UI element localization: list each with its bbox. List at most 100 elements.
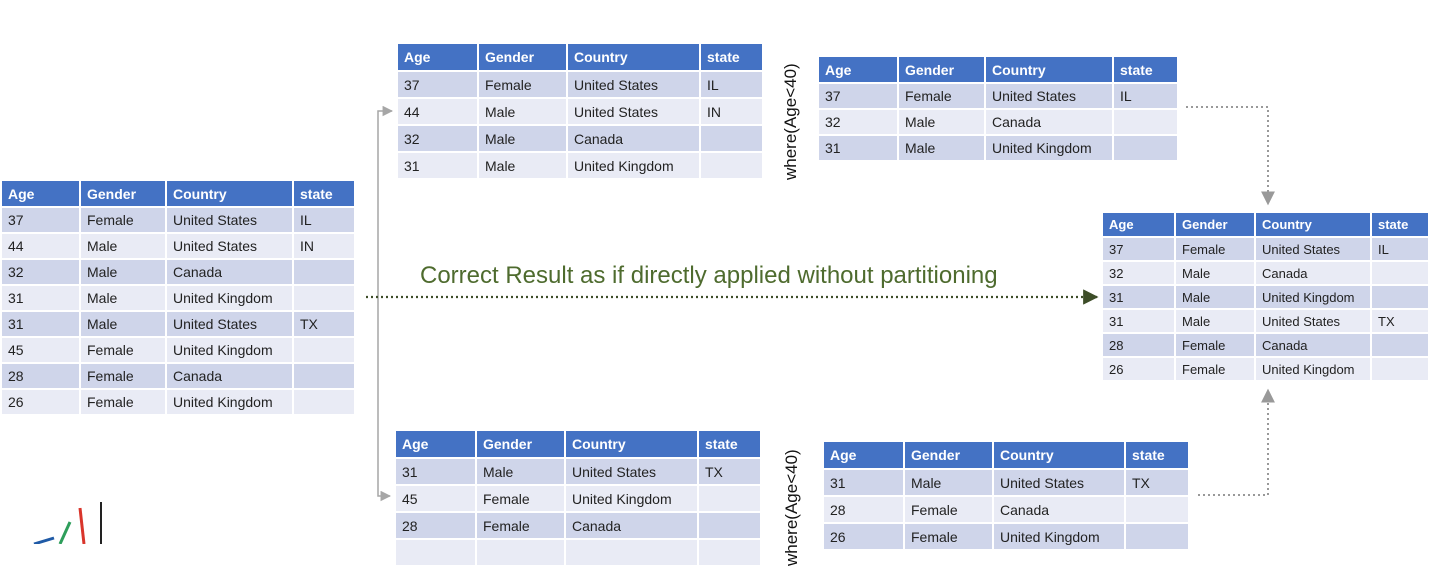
cell-state: [698, 539, 762, 567]
column-header-state: state: [1371, 213, 1430, 238]
cell-gender: [476, 539, 566, 567]
cell-state: [293, 285, 356, 312]
filtered-table-bottom: Age Gender Country state 31 Male United …: [824, 442, 1190, 551]
cell-age: 28: [1103, 333, 1176, 358]
cell-age: 26: [1103, 357, 1176, 382]
cell-age: 31: [396, 458, 477, 486]
cell-state: [700, 152, 764, 180]
cell-gender: Female: [80, 337, 167, 364]
cell-country: United Kingdom: [565, 485, 699, 513]
cell-country: United States: [166, 207, 294, 234]
table-row: 28 Female Canada: [2, 363, 356, 390]
cell-gender: Male: [1175, 309, 1256, 334]
table-row: 31 Male United States TX: [1103, 309, 1430, 334]
column-header-state: state: [698, 431, 762, 459]
table-row: 37 Female United States IL: [2, 207, 356, 234]
merge-connector-bottom: [1198, 388, 1275, 496]
cell-gender: Female: [476, 512, 566, 540]
column-header-gender: Gender: [478, 44, 568, 72]
cell-age: 32: [2, 259, 81, 286]
cell-gender: Male: [80, 285, 167, 312]
cell-age: 32: [819, 109, 899, 136]
column-header-state: state: [1113, 57, 1179, 84]
cell-age: 26: [2, 389, 81, 416]
connector-layer: [33, 105, 1275, 544]
cell-country: United States: [565, 458, 699, 486]
cell-gender: Female: [1175, 357, 1256, 382]
cell-country: [565, 539, 699, 567]
cell-age: 31: [1103, 309, 1176, 334]
column-header-state: state: [293, 181, 356, 208]
cell-gender: Male: [80, 259, 167, 286]
branch-connector-lower: [377, 297, 392, 502]
cell-gender: Female: [904, 523, 994, 551]
cell-age: 28: [2, 363, 81, 390]
cell-state: [1125, 496, 1190, 524]
column-header-state: state: [1125, 442, 1190, 470]
partition-table-top: Age Gender Country state 37 Female Unite…: [398, 44, 764, 180]
table-row: 26 Female United Kingdom: [2, 389, 356, 416]
cell-gender: Male: [904, 469, 994, 497]
cell-state: [1113, 135, 1179, 162]
cell-gender: Male: [1175, 285, 1256, 310]
cell-gender: Female: [898, 83, 986, 110]
cell-age: 37: [2, 207, 81, 234]
cell-state: [1371, 333, 1430, 358]
cell-gender: Male: [898, 135, 986, 162]
table-row: 28 Female Canada: [1103, 333, 1430, 358]
cell-state: [698, 485, 762, 513]
cell-gender: Male: [80, 233, 167, 260]
cell-country: United Kingdom: [1255, 285, 1372, 310]
column-header-gender: Gender: [1175, 213, 1256, 238]
cell-state: IL: [293, 207, 356, 234]
cell-country: United Kingdom: [166, 337, 294, 364]
table-row: 32 Male Canada: [1103, 261, 1430, 286]
cell-age: [396, 539, 477, 567]
cell-gender: Female: [476, 485, 566, 513]
cell-country: Canada: [565, 512, 699, 540]
cell-age: 44: [398, 98, 479, 126]
cell-age: 44: [2, 233, 81, 260]
cell-age: 31: [2, 311, 81, 338]
cell-age: 37: [819, 83, 899, 110]
cell-age: 31: [819, 135, 899, 162]
column-header-country: Country: [166, 181, 294, 208]
cell-state: [293, 389, 356, 416]
table-row: 37 Female United States IL: [1103, 237, 1430, 262]
table-row: 31 Male United Kingdom: [819, 135, 1179, 162]
cell-country: United States: [1255, 237, 1372, 262]
partition-table-bottom: Age Gender Country state 31 Male United …: [396, 431, 762, 567]
column-header-age: Age: [824, 442, 905, 470]
column-header-country: Country: [567, 44, 701, 72]
cell-country: United States: [166, 233, 294, 260]
cell-gender: Male: [476, 458, 566, 486]
cell-state: IL: [1371, 237, 1430, 262]
column-header-age: Age: [396, 431, 477, 459]
table-row: 44 Male United States IN: [2, 233, 356, 260]
cell-state: [1113, 109, 1179, 136]
cell-gender: Male: [1175, 261, 1256, 286]
cell-country: United Kingdom: [166, 285, 294, 312]
table-row: 26 Female United Kingdom: [824, 523, 1190, 551]
cell-age: 31: [398, 152, 479, 180]
cell-country: United Kingdom: [567, 152, 701, 180]
cell-country: United States: [985, 83, 1114, 110]
column-header-age: Age: [819, 57, 899, 84]
cell-age: 37: [1103, 237, 1176, 262]
table-row: 37 Female United States IL: [819, 83, 1179, 110]
cell-age: 45: [2, 337, 81, 364]
table-row: 31 Male United States TX: [2, 311, 356, 338]
cell-state: TX: [293, 311, 356, 338]
cell-gender: Female: [80, 207, 167, 234]
cell-gender: Female: [904, 496, 994, 524]
cell-country: United Kingdom: [985, 135, 1114, 162]
cell-state: TX: [1125, 469, 1190, 497]
cell-country: United States: [567, 98, 701, 126]
cell-state: TX: [1371, 309, 1430, 334]
column-header-country: Country: [993, 442, 1126, 470]
cell-state: IN: [293, 233, 356, 260]
table-row: 32 Male Canada: [819, 109, 1179, 136]
cell-state: IN: [700, 98, 764, 126]
cell-state: [700, 125, 764, 153]
cell-country: United States: [166, 311, 294, 338]
